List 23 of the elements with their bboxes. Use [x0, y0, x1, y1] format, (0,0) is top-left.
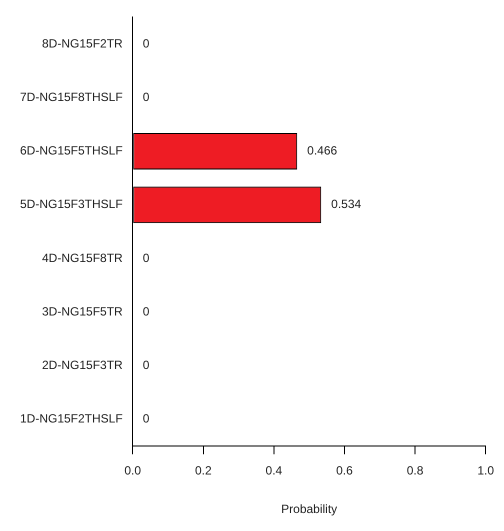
x-axis-title: Probability	[281, 502, 338, 516]
data-label: 0	[142, 36, 150, 50]
y-tick-label: 8D-NG15F2TR	[42, 36, 124, 50]
y-tick-label: 4D-NG15F8TR	[42, 250, 124, 265]
data-label: 0	[142, 358, 150, 372]
x-tick-label: 0.0	[124, 464, 142, 478]
x-tick-label: 0.2	[194, 464, 212, 478]
x-tick-label: 0.4	[266, 464, 283, 478]
x-tick-label: 0.6	[336, 464, 354, 478]
data-label: 0.466	[307, 144, 338, 158]
y-tick-label: 7D-NG15F8THSLF	[20, 90, 123, 104]
data-label: 0	[142, 250, 150, 265]
x-tick-label: 1.0	[477, 464, 494, 478]
x-tick-label: 0.8	[406, 464, 424, 478]
data-label: 0	[142, 304, 150, 318]
data-label: 0.534	[331, 197, 362, 212]
data-label: 0	[142, 412, 150, 426]
y-tick-label: 5D-NG15F3THSLF	[20, 197, 123, 212]
data-label: 0	[142, 90, 150, 104]
y-tick-label: 1D-NG15F2THSLF	[20, 412, 123, 426]
y-tick-label: 2D-NG15F3TR	[42, 358, 124, 372]
y-tick-label: 6D-NG15F5THSLF	[20, 144, 123, 158]
y-tick-label: 3D-NG15F5TR	[42, 304, 124, 318]
